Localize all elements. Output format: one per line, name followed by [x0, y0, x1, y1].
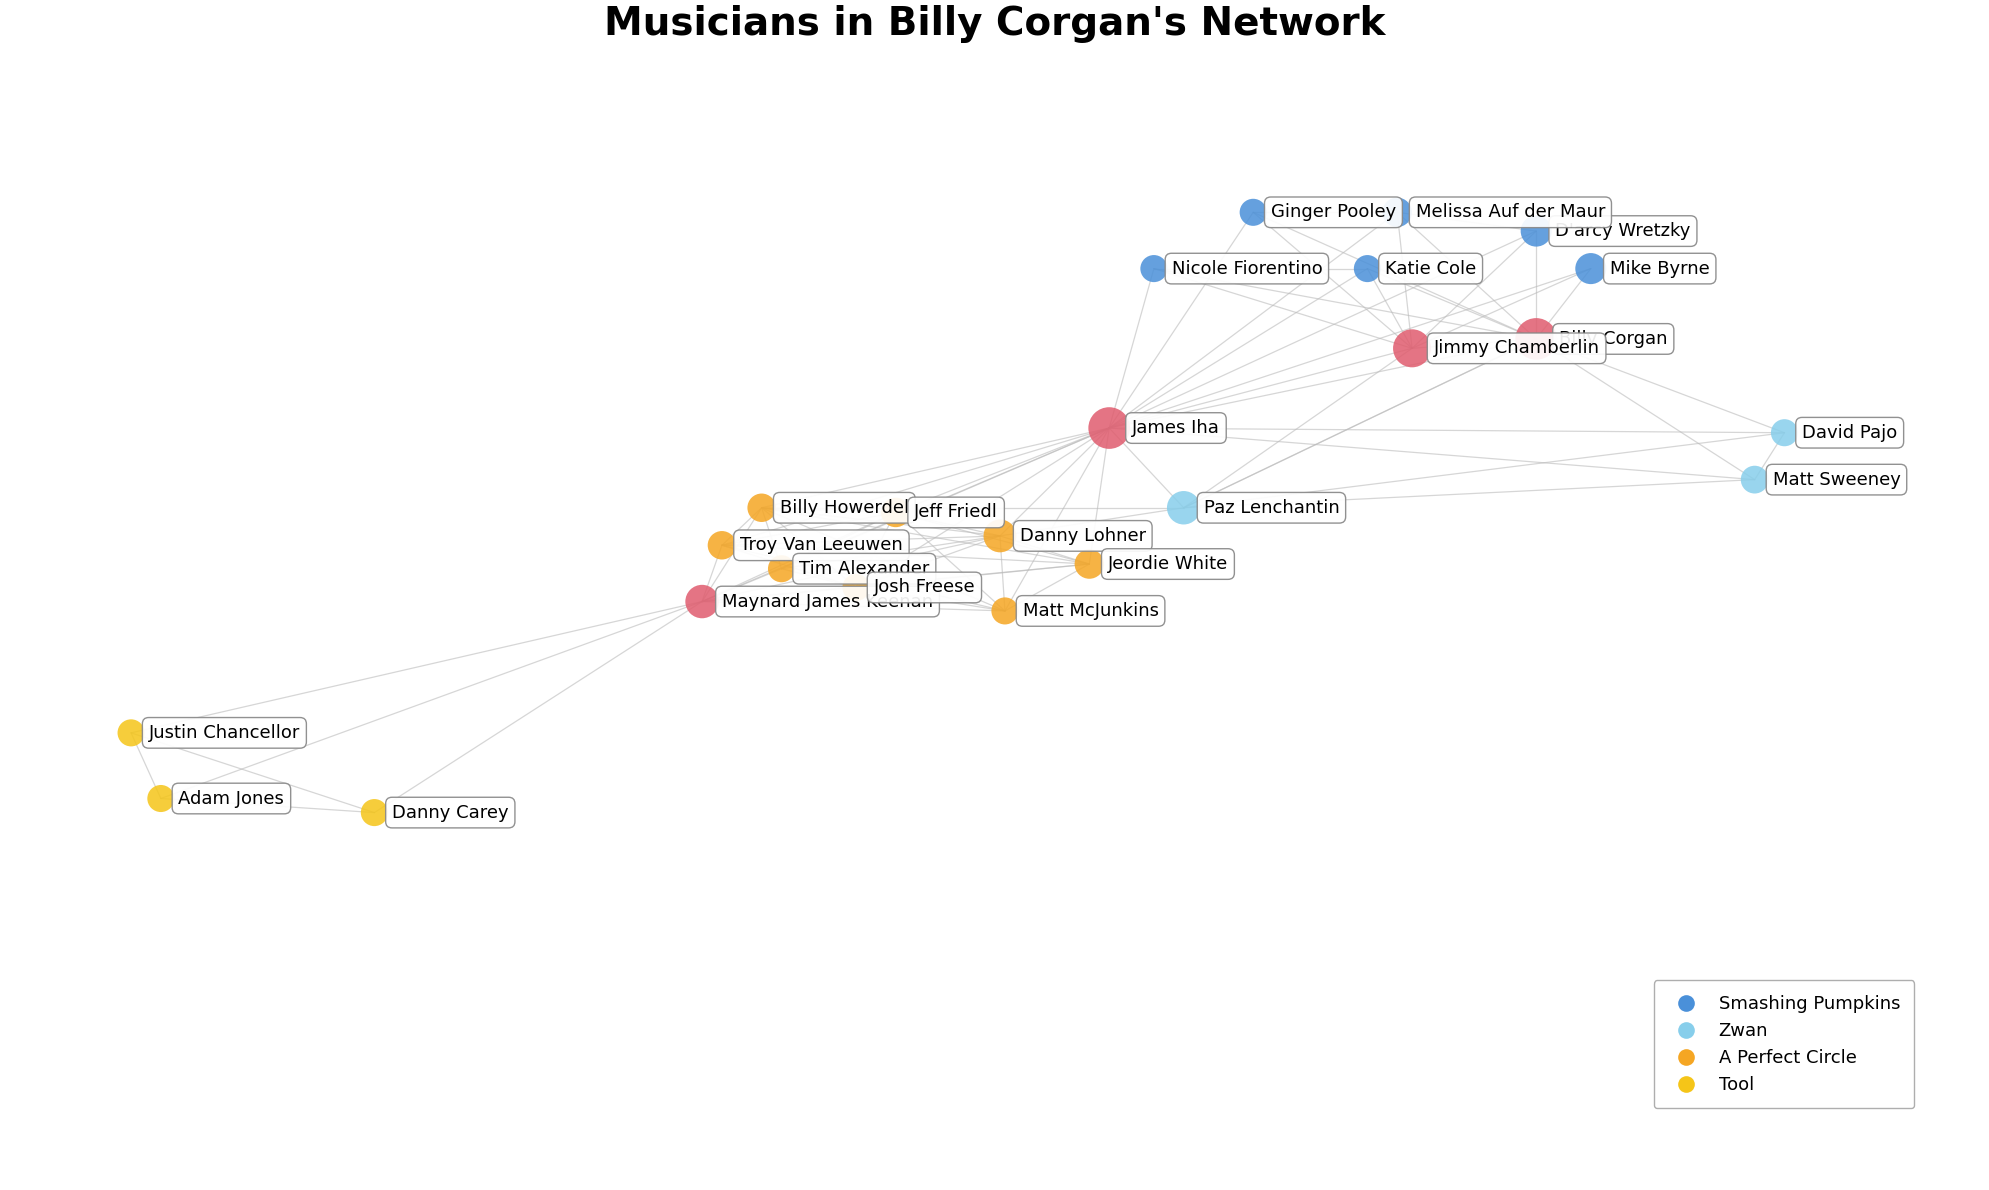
Text: Melissa Auf der Maur: Melissa Auf der Maur — [1414, 203, 1605, 221]
Point — [1738, 470, 1770, 489]
Text: Tim Alexander: Tim Alexander — [800, 559, 929, 577]
Text: Jimmy Chamberlin: Jimmy Chamberlin — [1432, 339, 1599, 357]
Point — [766, 559, 798, 578]
Text: Adam Jones: Adam Jones — [179, 789, 284, 808]
Text: Jeff Friedl: Jeff Friedl — [913, 503, 998, 521]
Text: Matt Sweeney: Matt Sweeney — [1772, 470, 1899, 489]
Point — [1138, 259, 1170, 278]
Text: David Pajo: David Pajo — [1802, 424, 1896, 441]
Point — [115, 724, 147, 743]
Text: Paz Lenchantin: Paz Lenchantin — [1203, 499, 1339, 516]
Point — [686, 593, 718, 612]
Point — [1380, 202, 1412, 221]
Point — [1072, 555, 1104, 574]
Text: Billy Howerdel: Billy Howerdel — [780, 499, 909, 516]
Point — [1768, 424, 1800, 443]
Point — [746, 499, 778, 518]
Legend: Smashing Pumpkins, Zwan, A Perfect Circle, Tool: Smashing Pumpkins, Zwan, A Perfect Circl… — [1653, 981, 1913, 1108]
Text: Matt McJunkins: Matt McJunkins — [1022, 602, 1158, 620]
Point — [1520, 221, 1551, 240]
Text: Maynard James Keenan: Maynard James Keenan — [722, 593, 933, 610]
Point — [1092, 419, 1124, 438]
Text: Nicole Fiorentino: Nicole Fiorentino — [1172, 259, 1321, 277]
Text: Danny Carey: Danny Carey — [392, 803, 509, 821]
Point — [145, 789, 177, 808]
Point — [1168, 499, 1199, 518]
Text: James Iha: James Iha — [1132, 419, 1219, 437]
Point — [839, 578, 871, 597]
Point — [358, 803, 390, 822]
Text: Danny Lohner: Danny Lohner — [1018, 527, 1146, 545]
Point — [989, 601, 1020, 620]
Text: Mike Byrne: Mike Byrne — [1609, 259, 1709, 277]
Point — [1573, 259, 1605, 278]
Point — [1520, 330, 1551, 349]
Text: D'arcy Wretzky: D'arcy Wretzky — [1555, 223, 1691, 240]
Text: Ginger Pooley: Ginger Pooley — [1271, 203, 1396, 221]
Text: Josh Freese: Josh Freese — [873, 578, 975, 596]
Text: Justin Chancellor: Justin Chancellor — [149, 724, 300, 741]
Text: Jeordie White: Jeordie White — [1108, 555, 1227, 574]
Point — [983, 526, 1014, 545]
Title: Musicians in Billy Corgan's Network: Musicians in Billy Corgan's Network — [605, 5, 1384, 43]
Point — [1237, 202, 1269, 221]
Point — [1351, 259, 1382, 278]
Point — [706, 536, 738, 555]
Text: Billy Corgan: Billy Corgan — [1557, 330, 1667, 347]
Point — [879, 503, 911, 522]
Point — [1396, 339, 1428, 358]
Text: Katie Cole: Katie Cole — [1384, 259, 1476, 277]
Text: Troy Van Leeuwen: Troy Van Leeuwen — [740, 537, 903, 555]
